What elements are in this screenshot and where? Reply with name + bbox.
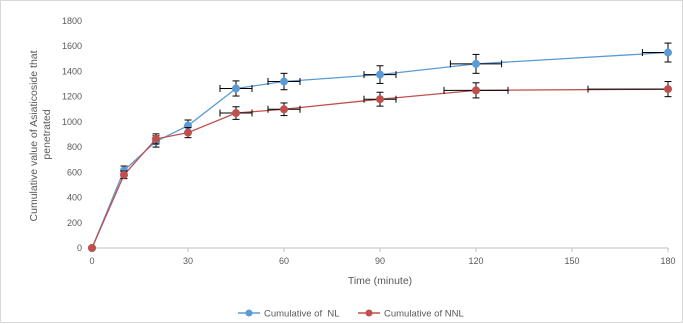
y-tick-label: 1000 bbox=[62, 117, 82, 127]
data-point bbox=[88, 244, 96, 252]
x-tick-label: 120 bbox=[468, 256, 483, 266]
x-tick-label: 150 bbox=[564, 256, 579, 266]
data-point bbox=[280, 105, 288, 114]
data-point bbox=[376, 95, 384, 104]
data-point bbox=[232, 109, 240, 118]
series-nnl bbox=[88, 81, 672, 252]
data-point bbox=[152, 134, 160, 143]
x-tick-label: 60 bbox=[279, 256, 289, 266]
legend-marker-nnl bbox=[365, 309, 373, 317]
series-layer bbox=[88, 42, 672, 252]
legend-marker-nl bbox=[245, 309, 253, 317]
data-point bbox=[376, 70, 384, 79]
data-point bbox=[472, 59, 480, 68]
legend: Cumulative of NL Cumulative of NNL bbox=[238, 309, 464, 320]
y-tick-label: 600 bbox=[67, 167, 82, 177]
y-tick-label: 1800 bbox=[62, 16, 82, 26]
x-axis-title: Time (minute) bbox=[348, 275, 412, 287]
legend-label-nnl: Cumulative of NNL bbox=[384, 309, 464, 320]
data-point bbox=[280, 77, 288, 86]
data-point bbox=[232, 84, 240, 93]
legend-label-nl: Cumulative of NL bbox=[264, 309, 340, 320]
y-axis-title: Cumulative value of Asiaticoside that pe… bbox=[28, 48, 53, 222]
data-point bbox=[472, 86, 480, 95]
y-axis-title-line-1: Cumulative value of Asiaticoside that bbox=[28, 50, 40, 221]
y-tick-label: 200 bbox=[67, 218, 82, 228]
y-tick-label: 400 bbox=[67, 193, 82, 203]
data-point bbox=[664, 85, 672, 94]
series-nl bbox=[88, 42, 672, 252]
y-tick-label: 1600 bbox=[62, 41, 82, 51]
series-line bbox=[91, 88, 669, 249]
x-tick-label: 180 bbox=[660, 256, 675, 266]
data-point bbox=[664, 48, 672, 57]
y-tick-label: 1400 bbox=[62, 66, 82, 76]
data-point bbox=[120, 170, 128, 179]
y-tick-label: 0 bbox=[77, 243, 82, 253]
x-tick-label: 30 bbox=[183, 256, 193, 266]
y-axis-ticks: 0 200 400 600 800 1000 1200 1400 1600 1800 bbox=[62, 16, 82, 253]
x-axis-ticks: 0 30 60 90 120 150 180 bbox=[89, 248, 676, 266]
y-axis-title-line-2: penetrated bbox=[41, 109, 53, 159]
y-tick-label: 1200 bbox=[62, 92, 82, 102]
y-tick-label: 800 bbox=[67, 142, 82, 152]
legend-item-nnl: Cumulative of NNL bbox=[358, 309, 464, 320]
x-tick-label: 0 bbox=[89, 256, 94, 266]
data-point bbox=[184, 128, 192, 137]
legend-item-nl: Cumulative of NL bbox=[238, 309, 340, 320]
x-tick-label: 90 bbox=[375, 256, 385, 266]
